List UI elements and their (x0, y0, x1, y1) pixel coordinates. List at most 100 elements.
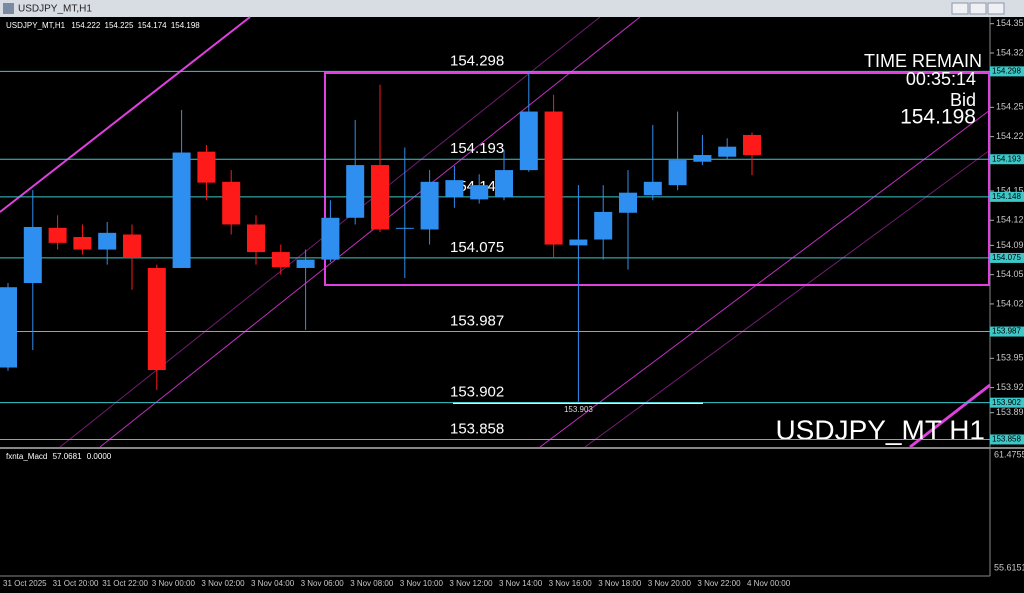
chart-watermark: USDJPY_MT H1 (775, 414, 985, 445)
candle-body (420, 181, 439, 230)
y-tick-label: 154.02 (996, 298, 1024, 308)
candle-body (470, 185, 489, 200)
x-tick-label: 3 Nov 00:00 (152, 579, 196, 588)
y-tick-label: 154.255 (996, 102, 1024, 112)
macd-signal: 0.0000 (87, 452, 112, 461)
candle-body (693, 155, 712, 162)
level-price-label: 154.298 (992, 66, 1021, 75)
x-tick-label: 3 Nov 10:00 (400, 579, 444, 588)
candle-body (668, 160, 687, 186)
macd-axis-min: 55.6151 (994, 562, 1024, 572)
level-label: 154.193 (450, 140, 504, 157)
candle-body (718, 146, 737, 157)
y-tick-label: 153.955 (996, 353, 1024, 363)
channel-edge (0, 16, 251, 213)
symbol: USDJPY_MT,H1 (6, 21, 66, 30)
candle-body (371, 165, 389, 230)
maximize-button[interactable] (969, 2, 987, 15)
candle-body (519, 111, 538, 171)
level-price-label: 153.902 (992, 398, 1021, 407)
minimize-button[interactable] (951, 2, 969, 15)
y-tick-label: 154.355 (996, 18, 1024, 28)
bid-label: Bid (950, 90, 976, 110)
level-price-box (990, 397, 1024, 408)
title-bar (0, 0, 1024, 17)
macd-name: fxnta_Macd (6, 452, 47, 461)
x-tick-label: 3 Nov 04:00 (251, 579, 295, 588)
candle-body (147, 267, 166, 371)
candle-body (594, 211, 613, 240)
level-price-label: 154.148 (992, 192, 1021, 201)
level-price-box (990, 154, 1024, 165)
symbol-header: USDJPY_MT,H1 154.222 154.225 154.174 154… (6, 21, 200, 30)
timer-value: 00:35:14 (906, 69, 976, 89)
header-high: 154.225 (105, 21, 134, 30)
x-tick-label: 3 Nov 06:00 (301, 579, 345, 588)
x-tick-label: 3 Nov 12:00 (449, 579, 493, 588)
x-tick-label: 3 Nov 18:00 (598, 579, 642, 588)
x-tick-label: 31 Oct 20:00 (53, 579, 99, 588)
y-tick-label: 154.32 (996, 47, 1024, 57)
channel-edge (909, 383, 991, 449)
window-title: USDJPY_MT,H1 (18, 4, 92, 15)
candle-body (346, 165, 365, 218)
low-annotation: 153.903 (564, 405, 593, 414)
candle-body (569, 239, 588, 246)
candle-body (197, 151, 216, 183)
level-price-box (990, 252, 1024, 263)
candle-body (495, 170, 513, 197)
x-tick-label: 4 Nov 00:00 (747, 579, 791, 588)
bid-price: 154.198 (900, 106, 976, 129)
level-label: 153.902 (450, 384, 504, 401)
y-tick-label: 154.12 (996, 215, 1024, 225)
level-label: 153.987 (450, 313, 504, 330)
candle-body (619, 192, 637, 213)
level-price-label: 154.193 (992, 154, 1021, 163)
candle-body (73, 237, 92, 250)
candle-body (247, 224, 265, 253)
x-tick-label: 3 Nov 16:00 (549, 579, 593, 588)
macd-header: fxnta_Macd 57.0681 0.0000 (6, 452, 112, 461)
candle-body (296, 259, 315, 268)
y-tick-label: 154.055 (996, 269, 1024, 279)
candle-body (222, 181, 241, 225)
level-label: 154.075 (450, 239, 504, 256)
y-tick-label: 154.09 (996, 240, 1024, 250)
header-low: 154.174 (138, 21, 167, 30)
macd-axis-max: 61.4755 (994, 449, 1024, 459)
candle-body (544, 111, 563, 245)
x-tick-label: 31 Oct 2025 (3, 579, 47, 588)
level-price-box (990, 191, 1024, 202)
y-tick-label: 154.155 (996, 185, 1024, 195)
candle-body (98, 232, 117, 250)
level-price-label: 154.075 (992, 253, 1021, 262)
level-price-label: 153.987 (992, 327, 1021, 336)
x-tick-label: 3 Nov 14:00 (499, 579, 543, 588)
candle-body (445, 180, 464, 197)
candle-body (0, 287, 17, 368)
candle-body (643, 181, 662, 196)
candle-body (321, 217, 340, 260)
x-tick-label: 3 Nov 22:00 (697, 579, 741, 588)
close-button[interactable] (987, 2, 1005, 15)
level-label: 154.298 (450, 52, 504, 69)
x-tick-label: 3 Nov 08:00 (350, 579, 394, 588)
x-tick-label: 3 Nov 02:00 (201, 579, 245, 588)
level-price-box (990, 66, 1024, 77)
timer-title: TIME REMAIN (864, 51, 982, 71)
y-tick-label: 153.89 (996, 407, 1024, 417)
x-tick-label: 3 Nov 20:00 (648, 579, 692, 588)
y-tick-label: 154.22 (996, 131, 1024, 141)
candle-body (48, 227, 67, 243)
level-label: 153.858 (450, 420, 504, 437)
macd-value: 57.0681 (53, 452, 82, 461)
header-close: 154.198 (171, 21, 200, 30)
window-icon (3, 3, 14, 14)
y-tick-label: 153.92 (996, 382, 1024, 392)
level-price-box (990, 434, 1024, 445)
level-price-box (990, 326, 1024, 337)
x-tick-label: 31 Oct 22:00 (102, 579, 148, 588)
level-price-label: 153.858 (992, 435, 1021, 444)
